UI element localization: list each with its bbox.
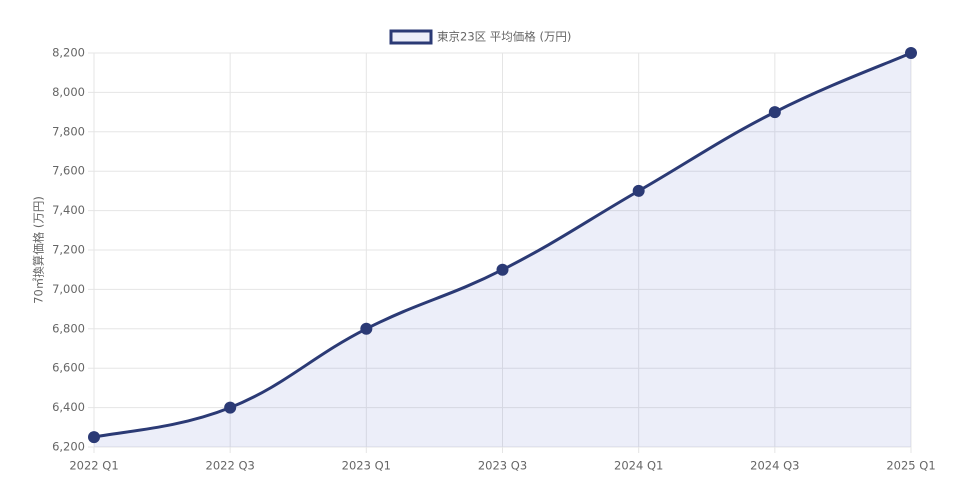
y-tick-label: 6,200 xyxy=(52,440,85,454)
x-tick-label: 2024 Q1 xyxy=(614,459,663,473)
x-tick-label: 2023 Q1 xyxy=(342,459,391,473)
x-tick-label: 2023 Q3 xyxy=(478,459,527,473)
legend-swatch xyxy=(389,29,433,45)
x-tick-label: 2024 Q3 xyxy=(750,459,799,473)
y-tick-label: 7,800 xyxy=(52,124,85,138)
point xyxy=(360,322,373,335)
y-tick-label: 7,200 xyxy=(52,243,85,257)
point xyxy=(905,47,917,59)
x-tick-label: 2025 Q1 xyxy=(886,459,935,473)
y-tick-label: 8,000 xyxy=(52,85,85,99)
point xyxy=(768,106,781,119)
y-tick-label: 7,400 xyxy=(52,203,85,217)
y-axis-title: 70㎡換算価格 (万円) xyxy=(32,196,46,304)
x-tick-label: 2022 Q3 xyxy=(206,459,255,473)
y-tick-label: 6,600 xyxy=(52,361,85,375)
y-tick-label: 6,800 xyxy=(52,321,85,335)
legend-label: 東京23区 平均価格 (万円) xyxy=(437,30,571,44)
y-tick-label: 7,000 xyxy=(52,282,85,296)
y-tick-label: 6,400 xyxy=(52,400,85,414)
point xyxy=(88,431,100,444)
y-tick-label: 8,200 xyxy=(52,46,85,60)
point xyxy=(224,401,237,414)
point xyxy=(496,263,509,276)
point xyxy=(632,184,645,197)
x-tick-label: 2022 Q1 xyxy=(69,459,118,473)
y-tick-label: 7,600 xyxy=(52,164,85,178)
